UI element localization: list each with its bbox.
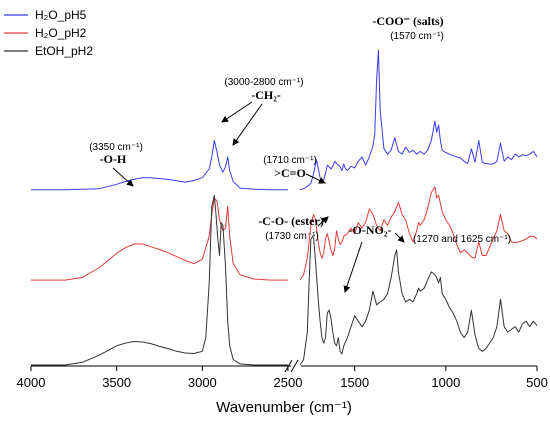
series-line-0-segment-0 (31, 140, 288, 191)
arrow-no2-left (343, 241, 363, 293)
legend-label-h2o-ph5: H₂O_pH5 (35, 8, 87, 22)
annotation-ch2-group: -CH₂- (251, 88, 281, 102)
axis-break-mark (290, 359, 299, 373)
annotation-coo-group: -COO⁻ (salts) (372, 14, 443, 28)
arrow-no2-right (394, 232, 405, 243)
annotation-no2-wavenumber: (1270 and 1625 cm⁻¹) (413, 234, 511, 245)
annotation-co-wavenumber: (1710 cm⁻¹) (263, 155, 317, 166)
x-tick-label: 500 (526, 375, 548, 390)
series-line-0-segment-1 (299, 49, 538, 191)
x-axis-title: Wavenumber (cm⁻¹) (216, 399, 352, 416)
x-tick-label: 1000 (431, 375, 460, 390)
x-tick-label: 4000 (17, 375, 46, 390)
arrow-ester (317, 216, 329, 227)
annotations: (3350 cm⁻¹) -O-H (3000-2800 cm⁻¹) -CH₂- … (89, 14, 511, 293)
annotation-coo-wavenumber: (1570 cm⁻¹) (390, 31, 444, 42)
legend-label-etoh-ph2: EtOH_pH2 (35, 44, 93, 58)
series-line-1-segment-1 (299, 186, 538, 281)
annotation-no2-group: -O-NO₂- (349, 223, 392, 237)
annotation-ch2-wavenumber: (3000-2800 cm⁻¹) (224, 77, 303, 88)
annotation-co-group: >C=O (274, 166, 306, 180)
annotation-oh-wavenumber: (3350 cm⁻¹) (89, 142, 143, 153)
series-line-2-segment-0 (31, 194, 288, 366)
arrow-ch2-right (232, 103, 263, 146)
x-tick-label: 1500 (340, 375, 369, 390)
x-axis (31, 359, 537, 373)
arrow-co (305, 173, 326, 184)
arrow-ch2-left (221, 101, 253, 123)
x-tick-label: 3500 (102, 375, 131, 390)
legend-label-h2o-ph2: H₂O_pH2 (35, 26, 87, 40)
x-ticks: 4000 3500 3000 2500 1500 1000 500 (17, 366, 548, 390)
x-tick-label: 3000 (188, 375, 217, 390)
series-line-2-segment-1 (299, 235, 538, 366)
annotation-ester-group: -C-O- (ester) (258, 214, 324, 228)
x-tick-label: 2500 (274, 375, 303, 390)
annotation-ester-wavenumber: (1730 cm⁻¹) (265, 231, 319, 242)
annotation-oh-group: -O-H (100, 152, 127, 166)
series-layer (31, 49, 538, 366)
legend: H₂O_pH5 H₂O_pH2 EtOH_pH2 (4, 8, 93, 58)
series-line-1-segment-0 (31, 198, 288, 281)
arrow-oh (112, 167, 134, 187)
